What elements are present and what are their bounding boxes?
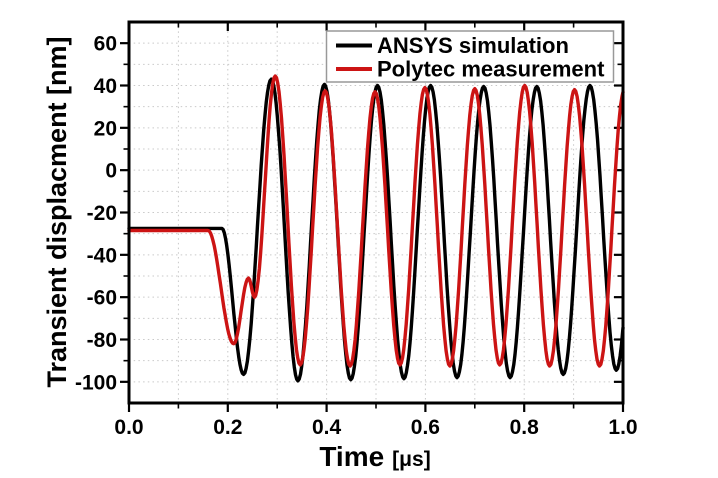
- y-tick-label: -100: [75, 371, 117, 394]
- series-layer: [127, 74, 625, 383]
- y-tick-label: -80: [87, 329, 117, 352]
- legend-label-polytec-measurement: Polytec measurement: [377, 57, 605, 82]
- x-tick-label: 0.2: [213, 416, 242, 439]
- legend: ANSYS simulation Polytec measurement: [325, 30, 615, 83]
- series-path-polytec-measurement: [127, 74, 625, 368]
- x-tick-label: 0.4: [312, 416, 342, 439]
- y-tick-label: 40: [94, 75, 117, 98]
- series-path-ansys-simulation: [127, 77, 625, 383]
- x-axis-title: Time [μs]: [319, 441, 430, 472]
- y-tick-label: -60: [87, 287, 117, 310]
- x-tick-label: 0.0: [114, 416, 143, 439]
- y-tick-label: 60: [94, 33, 117, 56]
- y-tick-label: 20: [94, 117, 117, 140]
- y-tick-label: -40: [87, 244, 117, 267]
- plot-frame: [127, 20, 625, 405]
- x-axis-title-main: Time: [319, 441, 384, 472]
- legend-label-ansys-simulation: ANSYS simulation: [377, 33, 569, 58]
- x-tick-label: 1.0: [608, 416, 637, 439]
- tick-layer: 0.0 0.2 0.4 0.6 0.8 1.0 60 40 20 0 -20 -40 -60 -80 -10…: [75, 22, 638, 439]
- x-tick-label: 0.6: [411, 416, 440, 439]
- y-tick-label: 0: [105, 160, 117, 183]
- x-axis-title-unit: [μs]: [392, 448, 431, 471]
- y-tick-label: -20: [87, 202, 117, 225]
- legend-box: [325, 30, 615, 83]
- x-tick-label: 0.8: [510, 416, 540, 439]
- y-axis-title: Transient displacment [nm]: [42, 36, 72, 387]
